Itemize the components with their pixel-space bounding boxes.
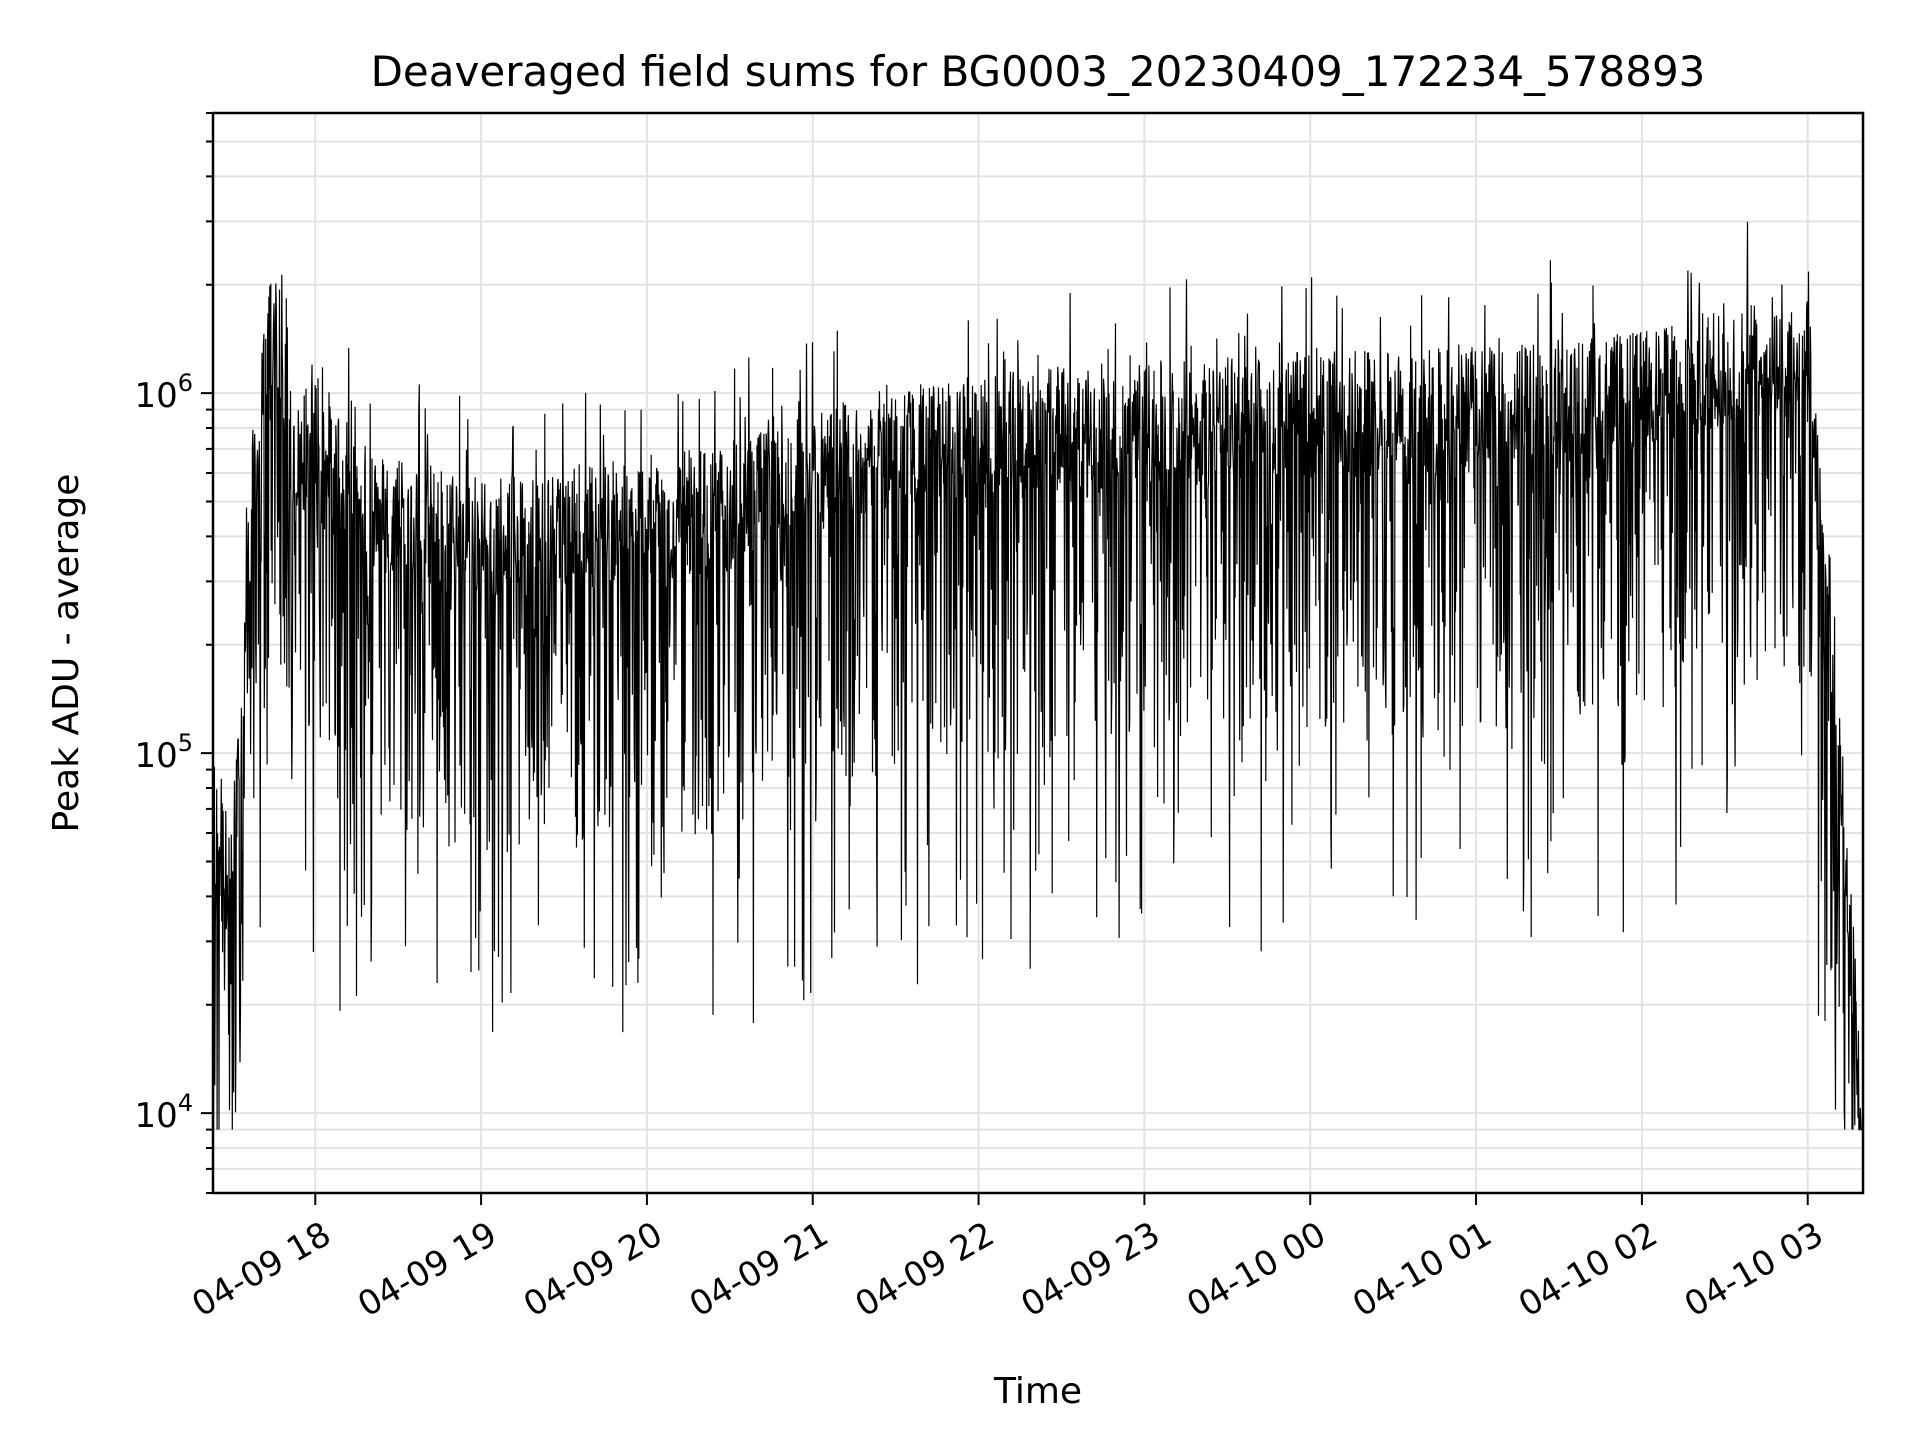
x-tick-label: 04-09 22 [849,1214,1001,1325]
x-tick-label: 04-10 01 [1346,1214,1498,1325]
chart-title: Deaveraged field sums for BG0003_2023040… [371,47,1706,96]
y-tick-label: 106 [134,369,193,416]
y-tick-label: 104 [134,1089,193,1136]
x-tick-label: 04-09 23 [1015,1214,1167,1325]
ticks [201,112,1809,1205]
data-series [212,221,1863,1131]
y-tick-label: 105 [134,729,193,776]
y-axis-label: Peak ADU - average [46,474,87,833]
x-axis-label: Time [993,1371,1082,1412]
x-tick-label: 04-09 18 [185,1214,337,1325]
x-tick-label: 04-10 00 [1180,1214,1332,1325]
x-tick-label: 04-09 21 [683,1214,835,1325]
x-tick-label: 04-09 19 [351,1214,503,1325]
x-tick-label: 04-09 20 [517,1214,669,1325]
series-line [212,221,1863,1131]
plot-frame [211,111,1865,1195]
x-tick-label: 04-10 03 [1678,1214,1830,1325]
x-tick-label: 04-10 02 [1512,1214,1664,1325]
